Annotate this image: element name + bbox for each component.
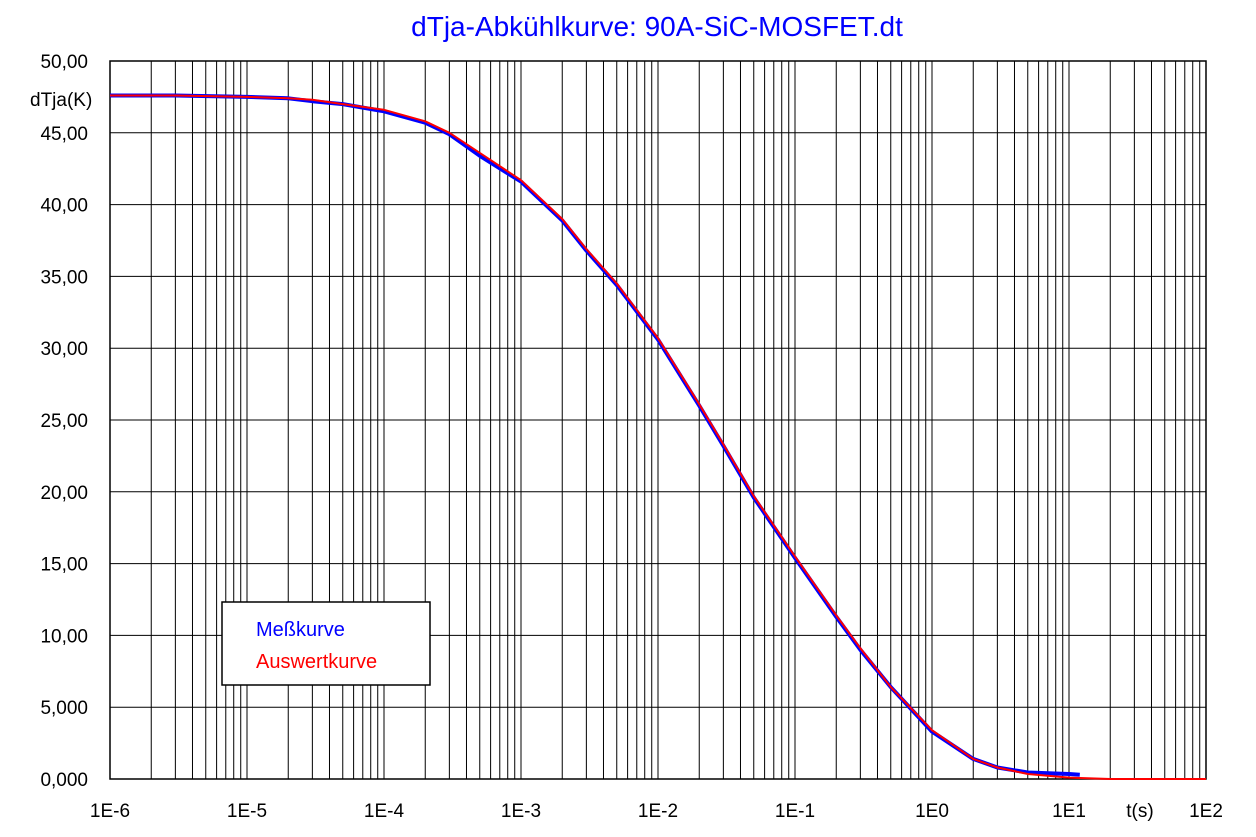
x-tick-label: 1E2 xyxy=(1189,801,1223,822)
legend-item-messkurve: Meßkurve xyxy=(256,619,345,641)
legend-box xyxy=(221,601,431,686)
x-tick-label: 1E-6 xyxy=(90,801,130,822)
y-tick-label: 35,00 xyxy=(40,267,88,288)
series-layer xyxy=(110,93,1206,780)
x-tick-labels: 1E-6 1E-5 1E-4 1E-3 1E-2 1E-1 1E0 1E1 1E2 xyxy=(90,801,1223,822)
x-tick-label: 1E-4 xyxy=(364,801,405,822)
x-tick-label: 1E-5 xyxy=(227,801,267,822)
x-tick-label: 1E-1 xyxy=(775,801,815,822)
y-tick-label: 10,00 xyxy=(40,626,88,647)
x-tick-label: 1E-2 xyxy=(638,801,678,822)
y-tick-label: 0,000 xyxy=(40,770,88,791)
chart-title: dTja-Abkühlkurve: 90A-SiC-MOSFET.dt xyxy=(411,11,903,42)
x-tick-label: 1E-3 xyxy=(501,801,541,822)
plot-frame xyxy=(109,60,1207,780)
y-tick-label: 30,00 xyxy=(40,339,88,360)
series-auswertkurve-line xyxy=(110,94,1206,780)
x-tick-label: 1E0 xyxy=(915,801,949,822)
y-tick-label: 5,000 xyxy=(40,698,88,719)
y-tick-label: 20,00 xyxy=(40,483,88,504)
y-axis-label: dTja(K) xyxy=(30,90,92,111)
y-tick-label: 15,00 xyxy=(40,555,88,576)
y-tick-label: 40,00 xyxy=(40,196,88,217)
y-tick-label: 25,00 xyxy=(40,411,88,432)
x-tick-label: 1E1 xyxy=(1052,801,1086,822)
legend-item-auswertkurve: Auswertkurve xyxy=(256,651,377,673)
y-tick-label: 45,00 xyxy=(40,124,88,145)
legend: Meßkurve Auswertkurve xyxy=(221,601,431,686)
y-tick-labels: 0,000 5,000 10,00 15,00 20,00 25,00 30,00 35,00… xyxy=(40,52,88,791)
x-axis-label: t(s) xyxy=(1126,801,1153,822)
y-tick-label: 50,00 xyxy=(40,52,88,73)
